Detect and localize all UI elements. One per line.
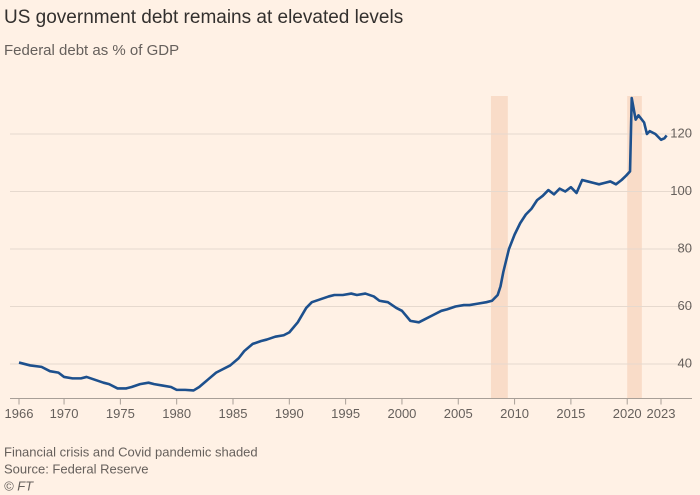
shaded-period — [627, 96, 642, 399]
note: Financial crisis and Covid pandemic shad… — [4, 444, 258, 459]
chart-title: US government debt remains at elevated l… — [4, 7, 403, 28]
x-tick-label: 1970 — [50, 406, 79, 421]
x-tick-label: 2000 — [387, 406, 416, 421]
x-tick-label: 1966 — [5, 406, 34, 421]
x-tick-label: 1985 — [219, 406, 248, 421]
x-tick-label: 2010 — [500, 406, 529, 421]
y-tick-label: 100 — [670, 183, 692, 198]
y-tick-label: 120 — [670, 125, 692, 140]
shaded-period — [490, 96, 508, 399]
x-tick-label: 1995 — [331, 406, 360, 421]
y-tick-label: 40 — [678, 355, 692, 370]
debt-line — [18, 96, 668, 392]
x-tick-label: 1990 — [275, 406, 304, 421]
x-tick-label: 2015 — [556, 406, 585, 421]
copyright: © FT — [4, 478, 34, 493]
x-tick-label: 2005 — [444, 406, 473, 421]
x-tick-label: 2023 — [647, 406, 676, 421]
y-tick-label: 60 — [678, 298, 692, 313]
x-tick-label: 1975 — [106, 406, 135, 421]
y-tick-label: 80 — [678, 240, 692, 255]
source: Source: Federal Reserve — [4, 461, 149, 476]
x-tick-label: 2020 — [613, 406, 642, 421]
chart-subtitle: Federal debt as % of GDP — [4, 42, 179, 59]
x-tick-label: 1980 — [162, 406, 191, 421]
